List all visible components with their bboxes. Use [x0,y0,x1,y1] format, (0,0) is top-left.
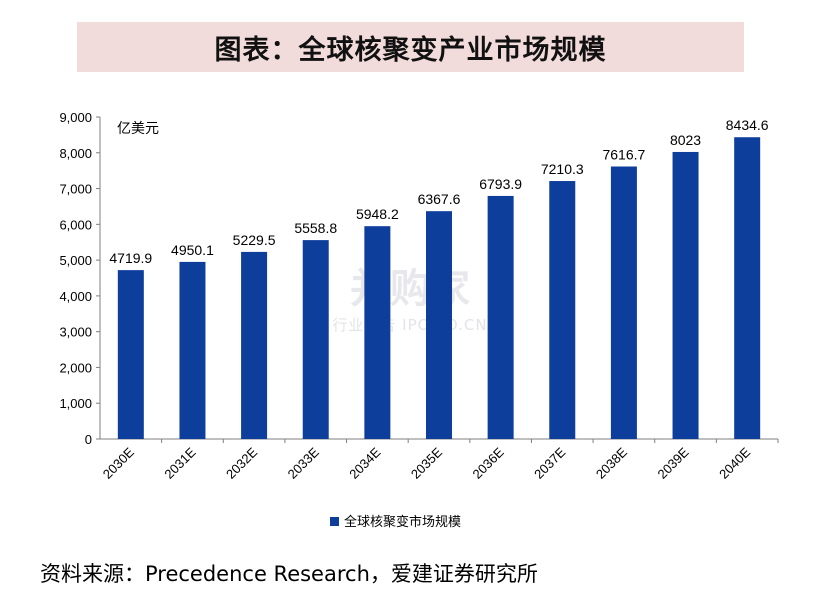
bar [672,151,699,439]
bar [734,137,761,439]
y-tick-label: 9,000 [59,110,92,125]
x-tick-label: 2038E [593,444,630,481]
chart-title: 图表：全球核聚变产业市场规模 [214,34,607,66]
data-label: 7616.7 [602,146,645,162]
y-axis-unit: 亿美元 [117,121,159,137]
data-label: 7210.3 [541,161,584,177]
data-label: 4719.9 [109,250,152,266]
data-label: 6793.9 [479,176,522,192]
data-label: 4950.1 [171,242,214,258]
legend-label: 全球核聚变市场规模 [344,514,461,530]
x-tick-label: 2030E [100,444,137,481]
data-label: 5229.5 [233,232,276,248]
bar [302,240,329,439]
watermark-sub: 行业报告 IPOIPO.CN [332,316,487,334]
y-tick-label: 0 [85,432,92,447]
x-tick-label: 2036E [470,444,507,481]
y-tick-label: 2,000 [59,360,92,375]
x-tick-label: 2032E [223,444,260,481]
watermark: 并购家 行业报告 IPOIPO.CN [332,266,487,334]
legend-swatch [330,517,339,526]
data-label: 5558.8 [294,220,337,236]
x-tick-label: 2037E [531,444,568,481]
x-tick-label: 2040E [716,444,753,481]
bars: 4719.9 4950.1 5229.5 5558.8 5948.2 6367.6 6793… [109,117,769,439]
data-label: 8434.6 [726,117,769,133]
legend: 全球核聚变市场规模 [330,514,461,530]
y-tick-label: 6,000 [59,217,92,232]
y-tick-label: 1,000 [59,396,92,411]
x-tick-label: 2034E [346,444,383,481]
x-tick-label: 2031E [161,444,198,481]
bar [487,195,514,439]
data-label: 6367.6 [418,191,461,207]
bar [364,226,391,439]
x-tick-label: 2033E [285,444,322,481]
source-note: 资料来源：Precedence Research，爱建证券研究所 [40,562,538,586]
y-tick-label: 7,000 [59,182,92,197]
data-label: 5948.2 [356,206,399,222]
bar [117,270,144,439]
bar [179,261,206,439]
y-tick-label: 4,000 [59,289,92,304]
y-tick-label: 5,000 [59,253,92,268]
x-tick-label: 2035E [408,444,445,481]
bar [549,181,576,439]
data-label: 8023 [670,132,701,148]
bar [241,251,268,439]
y-tick-label: 8,000 [59,146,92,161]
title-banner: 图表：全球核聚变产业市场规模 [77,22,744,72]
x-tick-label: 2039E [654,444,691,481]
bar [610,166,637,439]
y-tick-label: 3,000 [59,325,92,340]
bar [426,211,452,439]
